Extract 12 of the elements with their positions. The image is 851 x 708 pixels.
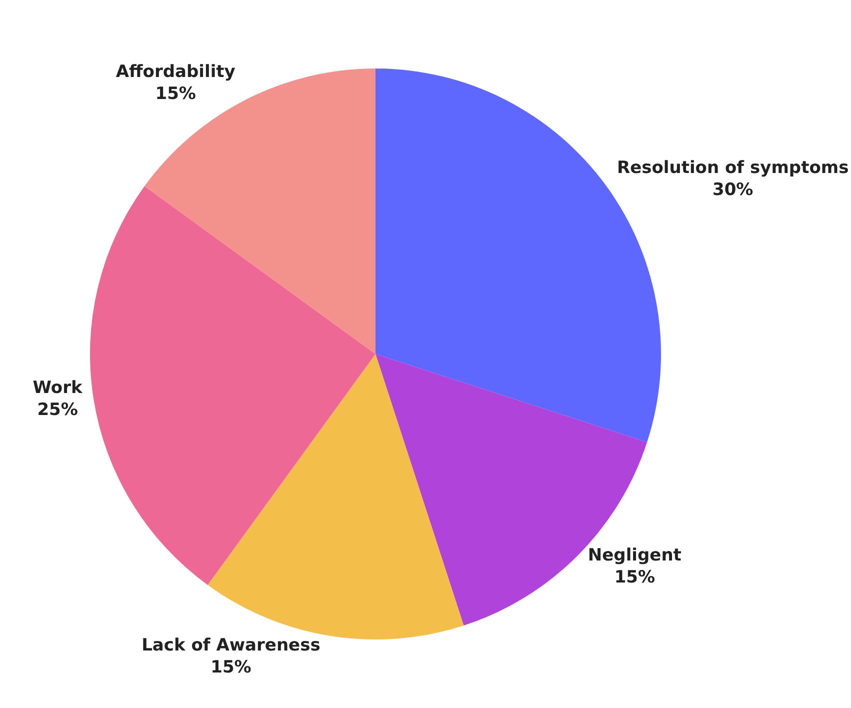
slice-label: Resolution of symptoms — [617, 158, 849, 178]
pie-slice — [208, 354, 464, 640]
data-label: 30% — [712, 180, 754, 200]
data-label: 25% — [37, 400, 78, 420]
data-label: 15% — [155, 84, 196, 104]
data-label: 15% — [614, 567, 656, 588]
slice-label: Affordability — [116, 62, 236, 82]
slice-label: Work — [32, 378, 83, 398]
slice-label: Negligent — [588, 545, 682, 566]
data-label: 15% — [210, 658, 252, 678]
slice-label: Lack of Awareness — [142, 635, 320, 656]
pie-slice — [90, 186, 376, 585]
